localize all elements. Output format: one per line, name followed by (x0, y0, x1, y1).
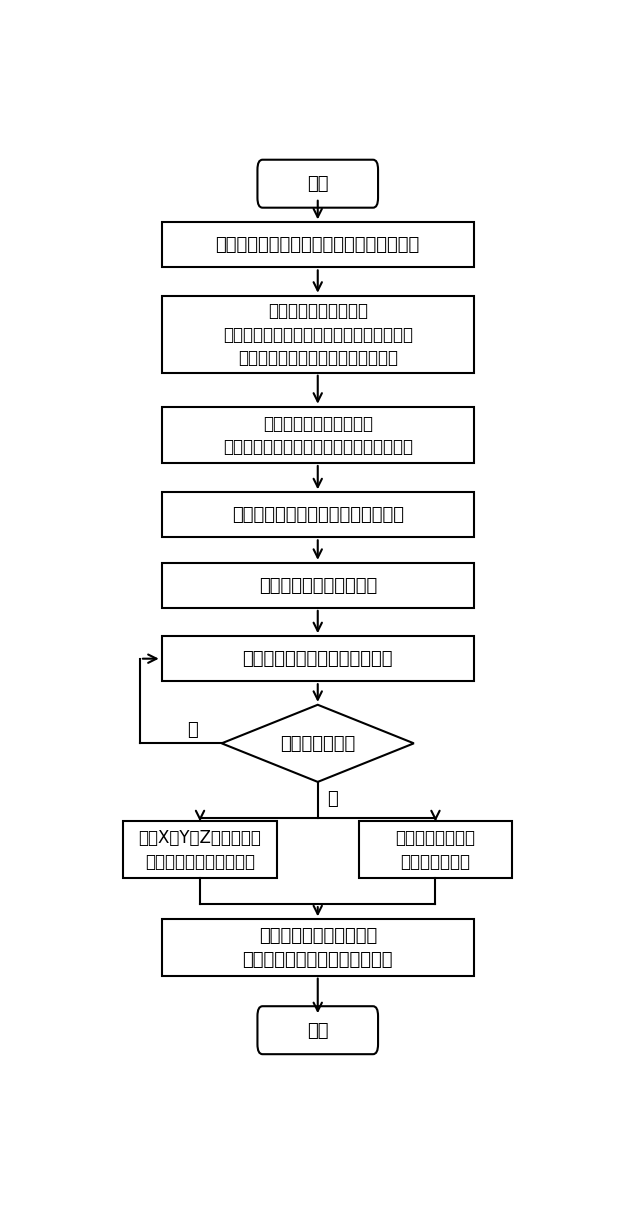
Bar (162, 222, 474, 267)
FancyBboxPatch shape (257, 160, 378, 208)
Text: 结束: 结束 (307, 1021, 329, 1039)
Text: 读取X、Y、Z轴机械坐标
转换为几何模型驱动数据: 读取X、Y、Z轴机械坐标 转换为几何模型驱动数据 (139, 829, 262, 871)
Bar (162, 563, 474, 608)
Bar (123, 822, 277, 878)
Bar (162, 407, 474, 463)
Bar (162, 919, 474, 976)
Text: 创建驱动数据采集模块
（包括数控系统动态链接库文件调用程序、
数据采集程序和模块功能设置程序）: 创建驱动数据采集模块 （包括数控系统动态链接库文件调用程序、 数据采集程序和模块… (223, 302, 413, 368)
Text: 开始: 开始 (307, 175, 329, 193)
Bar (162, 492, 474, 537)
Text: 创建热误差数据采集模块
（包括数据采集程序和模块功能设置程序）: 创建热误差数据采集模块 （包括数据采集程序和模块功能设置程序） (223, 414, 413, 455)
Text: 是否连接成功？: 是否连接成功？ (280, 735, 355, 752)
Text: 创建数控机床进给轴的几何模型和物理模型: 创建数控机床进给轴的几何模型和物理模型 (216, 236, 420, 254)
Text: 数字孪生体模型与数控系统连接: 数字孪生体模型与数控系统连接 (242, 650, 393, 668)
Bar (162, 636, 474, 681)
Text: 从热误差预测模型
获取热误差数据: 从热误差预测模型 获取热误差数据 (396, 829, 476, 871)
Text: 是: 是 (327, 790, 337, 808)
FancyBboxPatch shape (257, 1006, 378, 1054)
Text: 创建面向用户的交互界面: 创建面向用户的交互界面 (259, 576, 377, 595)
Bar (358, 822, 512, 878)
Text: 搭建数控机床进给轴数字孪生体模型: 搭建数控机床进给轴数字孪生体模型 (232, 505, 404, 524)
Text: 基于数字孪生的数控机床
进给轴热误差实时地可视化监测: 基于数字孪生的数控机床 进给轴热误差实时地可视化监测 (242, 927, 393, 968)
Polygon shape (222, 705, 414, 783)
Text: 否: 否 (187, 720, 198, 739)
Bar (162, 295, 474, 374)
